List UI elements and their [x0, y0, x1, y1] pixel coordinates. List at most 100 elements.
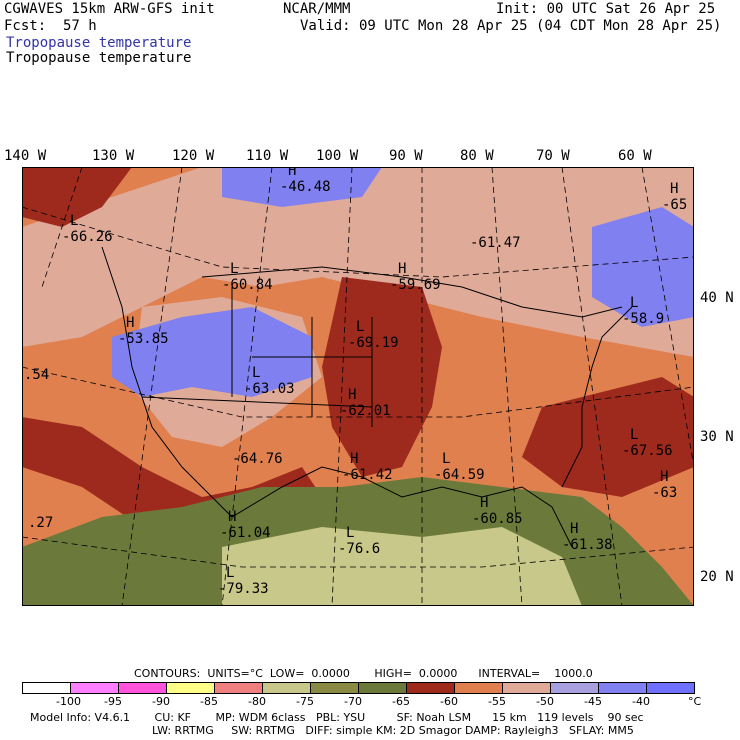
colorbar-tick-label: -55 — [488, 695, 506, 708]
colorbar-tick-label: -60 — [440, 695, 458, 708]
low-marker: L — [230, 261, 238, 277]
state-borders — [141, 287, 373, 427]
tropopause-temperature-map: H-46.48L-66.26L-60.84H-59.69-61.47H-65L-… — [22, 167, 694, 606]
high-marker: H — [228, 509, 236, 525]
high-marker: H — [480, 495, 488, 511]
fill-region — [222, 167, 382, 207]
high-marker: H — [570, 521, 578, 537]
valid-time: Valid: 09 UTC Mon 28 Apr 25 (04 CDT Mon … — [300, 18, 722, 34]
longitude-gridline — [221, 167, 273, 606]
fill-region — [112, 307, 312, 397]
low-marker: L — [252, 365, 260, 381]
map-value-label: -63.03 — [244, 381, 295, 397]
colorbar-tick-label: -90 — [152, 695, 170, 708]
colorbar-tick-label: -100 — [56, 695, 81, 708]
latitude-gridline — [22, 536, 694, 568]
map-value-label: -58.9 — [622, 311, 664, 327]
map-value-label: -61.42 — [342, 467, 393, 483]
field-title: Tropopause temperature — [6, 50, 192, 66]
border-line — [201, 266, 623, 318]
map-value-label: -64.59 — [434, 467, 485, 483]
lon-label: 100 W — [316, 148, 359, 164]
longitude-gridline — [41, 167, 83, 288]
latitude-gridline — [22, 206, 694, 278]
map-value-label: -61.47 — [470, 235, 521, 251]
fill-region — [222, 527, 582, 606]
colorbar-tick-label: -85 — [200, 695, 218, 708]
model-title: CGWAVES 15km ARW-GFS init — [4, 1, 215, 17]
low-marker: L — [346, 525, 354, 541]
colorbar-tick-label: -40 — [632, 695, 650, 708]
colorbar-swatch — [358, 682, 407, 694]
model-info-line1: Model Info: V4.6.1 CU: KF MP: WDM 6class… — [30, 711, 644, 724]
colorbar-swatch — [214, 682, 263, 694]
lon-label: 110 W — [246, 148, 289, 164]
map-value-label: -64.76 — [232, 451, 283, 467]
colorbar-tick-label: -50 — [536, 695, 554, 708]
contour-info: CONTOURS: UNITS=°C LOW= 0.0000 HIGH= 0.0… — [134, 667, 593, 680]
colorbar-swatch — [454, 682, 503, 694]
map-value-label: -63 — [652, 485, 677, 501]
map-value-label: -65 — [662, 197, 687, 213]
lon-label: 90 W — [389, 148, 423, 164]
forecast-label: Fcst: — [4, 18, 47, 34]
map-value-label: .54 — [24, 367, 49, 383]
fill-region — [592, 207, 694, 327]
forecast-hour: 57 h — [63, 18, 97, 34]
field-title-blue: Tropopause temperature — [6, 35, 192, 51]
colorbar-swatch — [70, 682, 119, 694]
fill-region — [522, 377, 694, 497]
lat-label: 20 N — [700, 569, 734, 585]
colorbar-swatch — [262, 682, 311, 694]
colorbar-tick-label: -45 — [584, 695, 602, 708]
colorbar-swatch — [118, 682, 167, 694]
colorbar-swatch — [502, 682, 551, 694]
init-time: Init: 00 UTC Sat 26 Apr 25 — [496, 1, 716, 17]
high-marker: H — [350, 451, 358, 467]
high-marker: H — [126, 315, 134, 331]
low-marker: L — [356, 319, 364, 335]
organization: NCAR/MMM — [283, 1, 351, 17]
map-value-label: -60.84 — [222, 277, 273, 293]
map-value-label: .27 — [28, 515, 53, 531]
colorbar-swatch — [310, 682, 359, 694]
low-marker: L — [630, 295, 638, 311]
fill-region — [22, 167, 132, 227]
colorbar-tick-label: -80 — [248, 695, 266, 708]
lon-label: 140 W — [4, 148, 47, 164]
lon-label: 80 W — [460, 148, 494, 164]
map-value-label: -69.19 — [348, 335, 399, 351]
colorbar-swatch — [406, 682, 455, 694]
lon-label: 120 W — [172, 148, 215, 164]
lon-label: 130 W — [92, 148, 135, 164]
map-value-label: -53.85 — [118, 331, 169, 347]
map-value-label: -60.85 — [472, 511, 523, 527]
fill-region — [22, 167, 694, 357]
colorbar-swatch — [598, 682, 647, 694]
map-value-label: -61.38 — [562, 537, 613, 553]
high-marker: H — [348, 387, 356, 403]
map-value-label: -59.69 — [390, 277, 441, 293]
latitude-gridline — [22, 366, 694, 418]
colorbar-tick-label: -75 — [296, 695, 314, 708]
colorbar-unit: °C — [688, 695, 702, 708]
map-value-label: -66.26 — [62, 229, 113, 245]
map-frame — [22, 167, 694, 606]
longitude-gridline — [491, 167, 523, 606]
colorbar-swatch — [550, 682, 599, 694]
longitude-gridline — [331, 167, 353, 606]
longitude-gridline — [121, 167, 183, 606]
low-marker: L — [442, 451, 450, 467]
coastline — [561, 306, 633, 488]
high-marker: H — [670, 181, 678, 197]
high-marker: H — [660, 469, 668, 485]
map-value-label: -79.33 — [218, 581, 269, 597]
colorbar-tick-label: -95 — [104, 695, 122, 708]
high-marker: H — [398, 261, 406, 277]
lat-label: 30 N — [700, 429, 734, 445]
model-info-line2: LW: RRTMG SW: RRTMG DIFF: simple KM: 2D … — [152, 724, 634, 737]
coastline — [101, 246, 233, 518]
map-value-label: -62.01 — [340, 403, 391, 419]
colorbar-tick-label: -70 — [344, 695, 362, 708]
longitude-gridline — [641, 167, 694, 468]
